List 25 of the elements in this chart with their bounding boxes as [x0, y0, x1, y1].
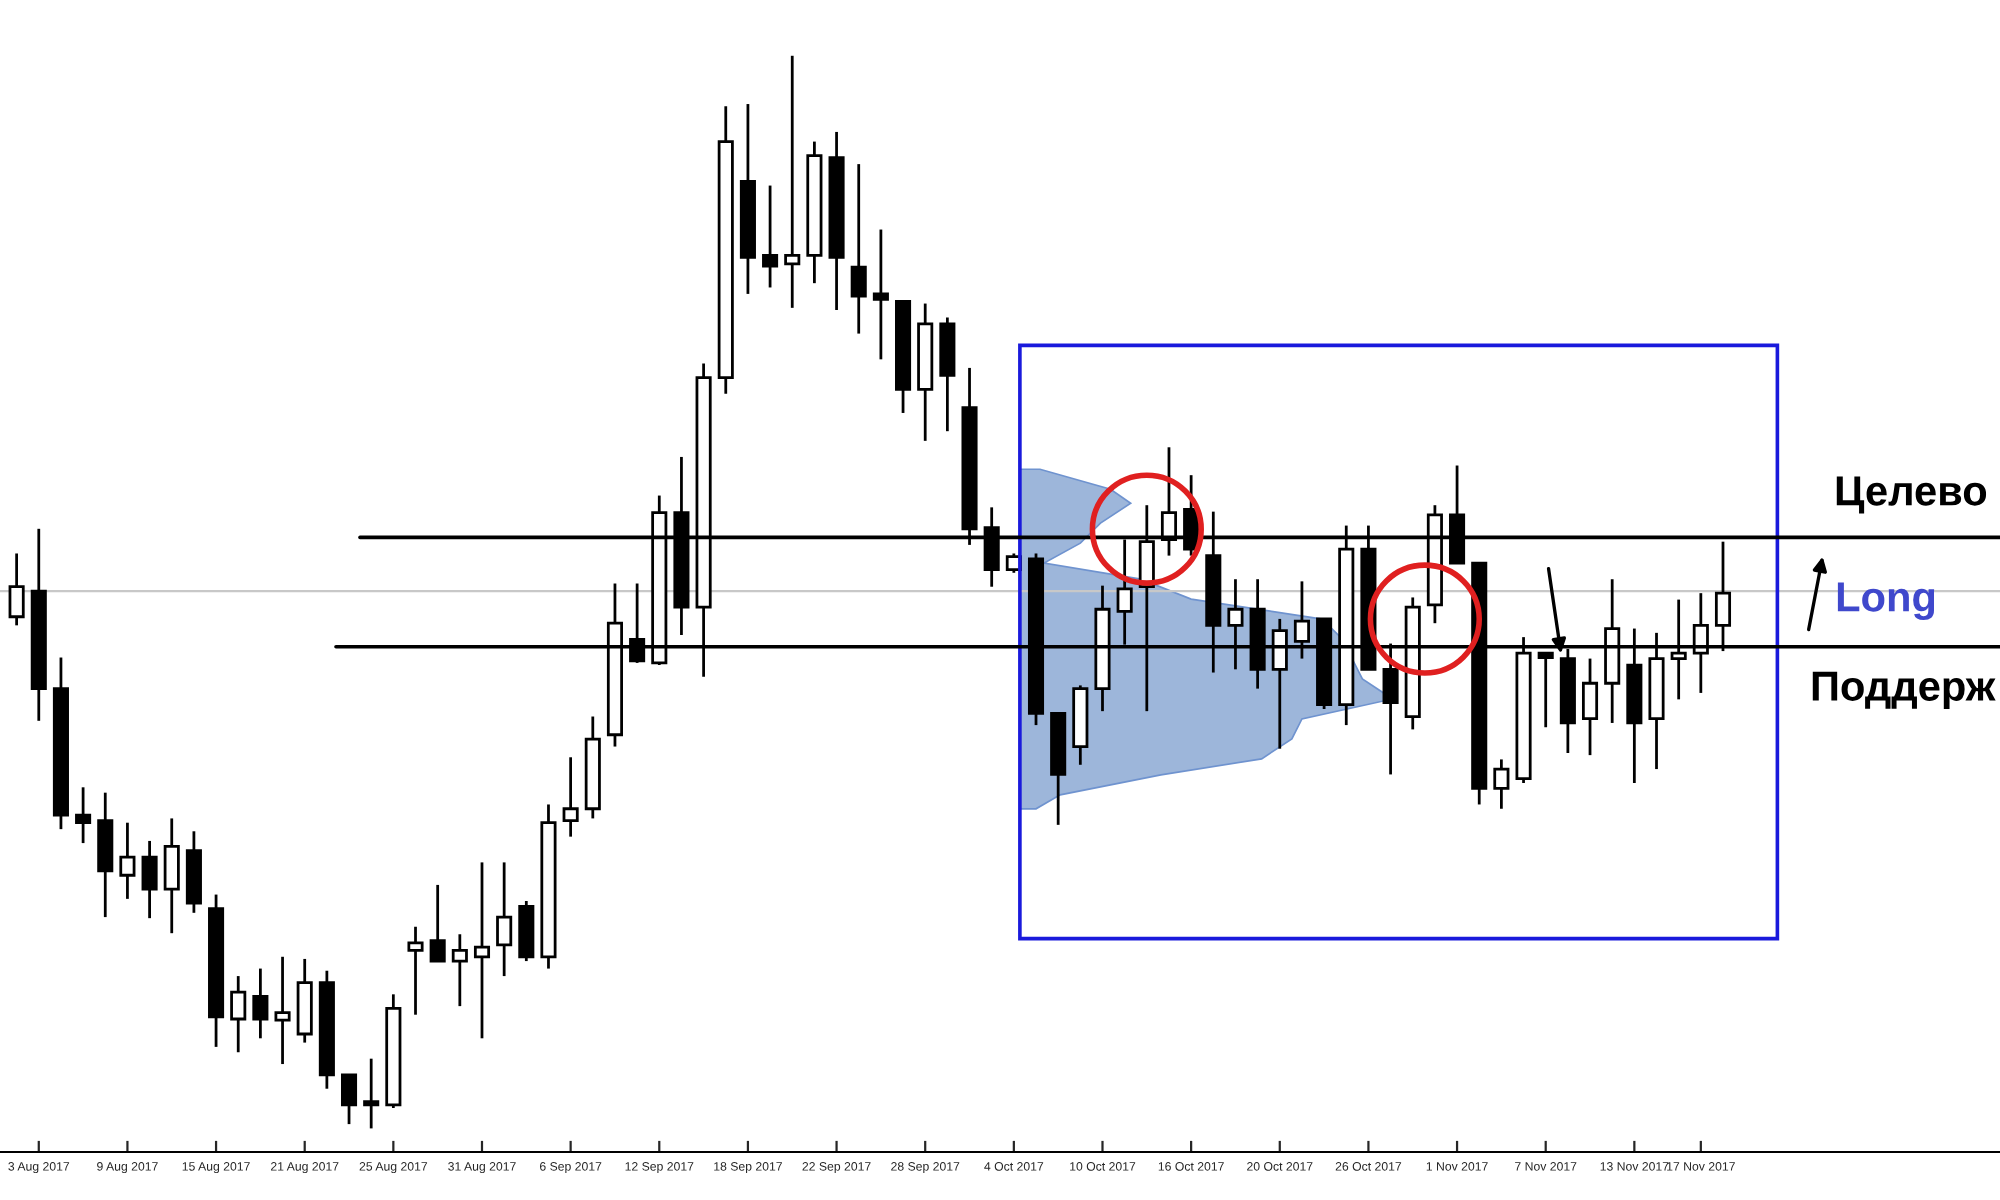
candlestick [762, 184, 779, 289]
legend-label: Поддерж [1812, 671, 1996, 710]
candlestick [784, 54, 801, 310]
candlestick [496, 861, 513, 978]
candlestick [75, 785, 92, 845]
candlestick [562, 755, 579, 839]
candlestick [1581, 657, 1599, 757]
text: Long [1837, 582, 1935, 621]
candlestick [407, 925, 424, 1017]
candlestick [141, 839, 158, 920]
candlestick [252, 967, 269, 1040]
candlestick [872, 228, 889, 361]
candlestick [274, 955, 291, 1066]
candlestick [473, 861, 491, 1040]
candlestick [1493, 758, 1510, 811]
candlestick [119, 821, 136, 901]
candlestick [163, 817, 180, 935]
candlestick [429, 883, 446, 963]
candlestick [363, 1057, 380, 1130]
ref-line-label: Целево [1836, 476, 1987, 514]
candlestick [451, 932, 468, 1008]
candlestick [850, 162, 867, 335]
candlestick [340, 1073, 358, 1126]
candlestick [8, 552, 25, 627]
candlestick [230, 974, 247, 1054]
